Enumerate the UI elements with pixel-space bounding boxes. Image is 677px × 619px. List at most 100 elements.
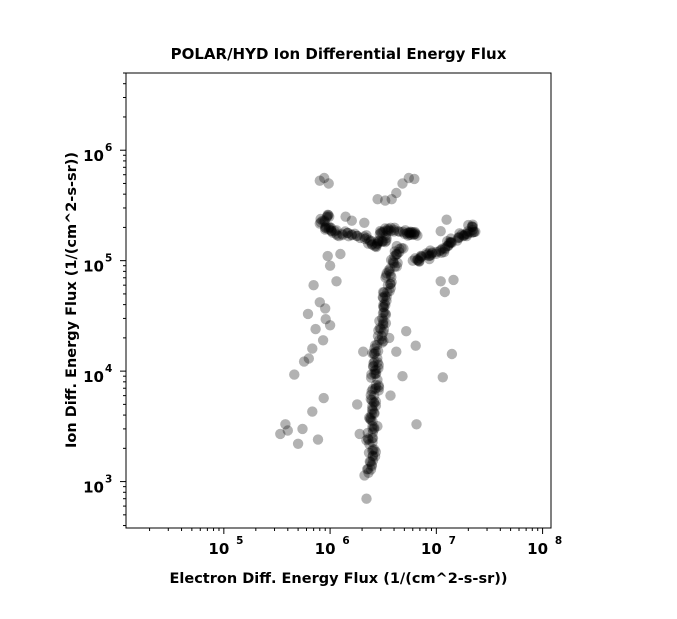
data-point <box>367 437 378 448</box>
data-point <box>370 446 381 458</box>
data-point <box>467 221 478 232</box>
data-point <box>400 225 411 236</box>
data-point <box>374 236 385 247</box>
data-point <box>385 222 396 233</box>
data-point <box>302 308 314 320</box>
data-point <box>323 178 334 189</box>
data-point <box>461 230 472 242</box>
data-point <box>372 357 383 368</box>
plot-area <box>125 72 552 529</box>
data-point <box>376 330 388 342</box>
data-point <box>466 221 477 232</box>
data-point <box>364 456 375 467</box>
data-point <box>385 390 396 401</box>
data-point <box>378 292 389 304</box>
data-point <box>386 277 397 288</box>
data-point <box>408 229 419 240</box>
data-point <box>439 242 450 254</box>
data-point <box>292 438 304 449</box>
data-point <box>391 240 402 252</box>
data-point <box>373 385 384 396</box>
y-tick-exponent: 3 <box>105 474 112 486</box>
x-tick-label: 10 <box>527 540 548 558</box>
data-point <box>409 173 420 185</box>
data-point <box>380 300 391 311</box>
data-point <box>445 233 457 244</box>
data-point <box>437 372 448 383</box>
data-point <box>361 435 372 446</box>
data-point <box>416 251 427 263</box>
data-point <box>362 464 373 475</box>
data-point <box>367 420 378 432</box>
data-point <box>459 229 470 241</box>
data-point <box>446 348 458 360</box>
data-point <box>383 224 395 235</box>
data-point <box>367 444 379 455</box>
data-point <box>405 229 417 240</box>
data-point <box>314 175 325 186</box>
data-point <box>349 228 360 239</box>
data-point <box>462 226 474 237</box>
data-point <box>377 292 388 303</box>
data-point <box>385 269 396 280</box>
data-point <box>319 172 330 184</box>
data-point <box>382 286 393 298</box>
data-point <box>383 265 394 276</box>
data-point <box>352 399 363 410</box>
data-point <box>391 346 402 357</box>
data-point <box>366 408 377 420</box>
data-point <box>343 231 354 242</box>
data-point <box>359 470 370 481</box>
data-point <box>329 226 341 237</box>
data-point <box>368 357 379 369</box>
data-point <box>365 414 377 426</box>
data-point <box>362 463 374 475</box>
data-point <box>368 360 379 372</box>
data-point <box>354 428 365 440</box>
data-point <box>377 287 389 298</box>
data-point <box>365 235 377 247</box>
data-point <box>367 450 378 461</box>
data-point <box>377 307 389 319</box>
data-point <box>323 209 334 221</box>
data-point <box>335 248 346 260</box>
data-point <box>375 227 386 238</box>
data-point <box>367 361 379 372</box>
axis-ticks: 10 5 10 6 10 7 10 810 310 410 510 6 <box>83 72 562 558</box>
data-point <box>442 240 453 252</box>
data-point <box>369 407 380 418</box>
data-point <box>346 230 357 241</box>
data-point <box>371 241 382 253</box>
data-point <box>456 229 467 240</box>
data-point <box>426 248 437 259</box>
data-point <box>370 340 381 351</box>
data-point <box>364 413 376 425</box>
data-point <box>371 339 383 351</box>
data-point <box>307 406 318 417</box>
data-point <box>470 226 481 237</box>
x-tick-exponent: 6 <box>342 535 349 547</box>
data-point <box>413 255 424 266</box>
data-point <box>362 433 374 444</box>
data-point <box>439 244 451 255</box>
data-point <box>337 229 348 241</box>
data-point <box>374 335 385 346</box>
data-point <box>445 237 457 248</box>
data-point <box>322 209 333 220</box>
data-point <box>369 241 381 252</box>
data-point <box>391 248 402 260</box>
data-point <box>434 246 445 257</box>
x-tick-label: 10 <box>315 540 336 558</box>
data-point <box>394 243 405 255</box>
data-point <box>323 224 334 235</box>
data-point <box>326 225 337 236</box>
data-point <box>359 233 371 245</box>
data-point <box>351 230 363 241</box>
data-point <box>377 236 388 247</box>
data-point <box>380 308 391 319</box>
data-point <box>361 493 372 504</box>
data-point <box>401 326 412 337</box>
data-point <box>380 318 392 329</box>
data-point <box>361 230 372 241</box>
data-point <box>377 313 388 324</box>
